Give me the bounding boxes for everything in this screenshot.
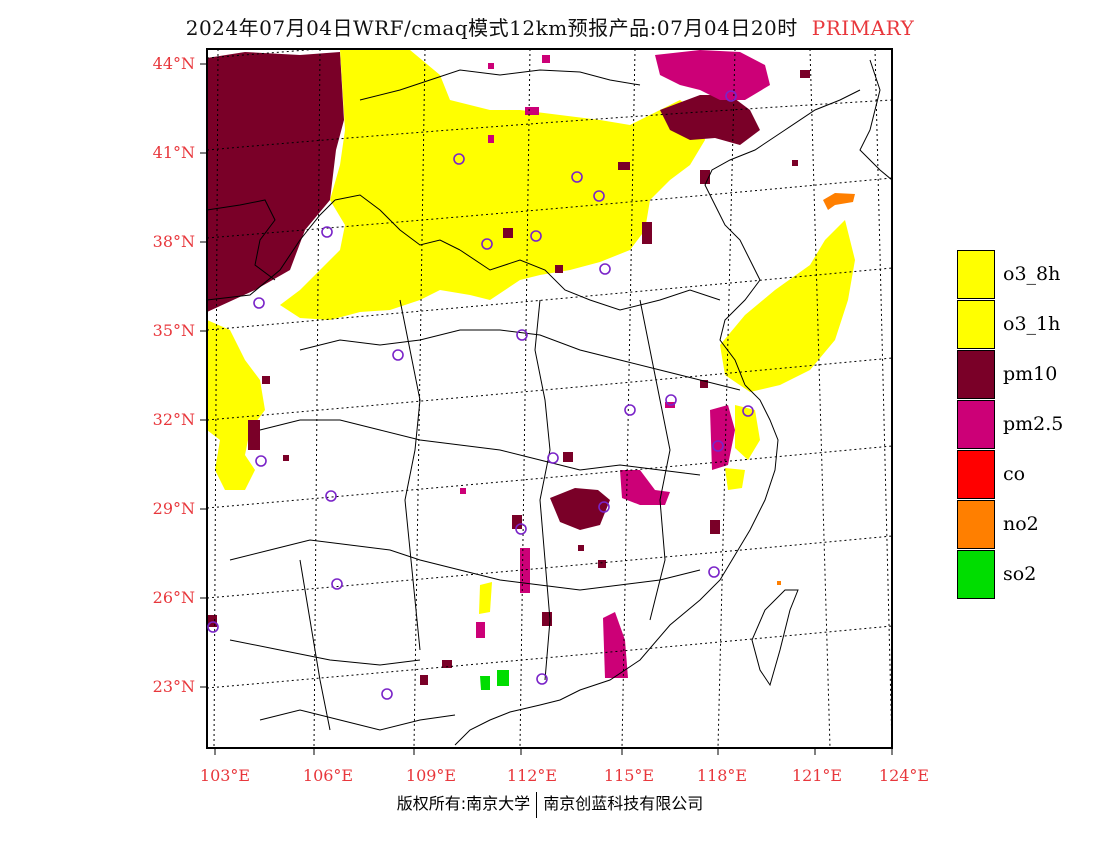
lat-label-26n: 26°N (152, 588, 195, 607)
pm10-region-northwest (207, 52, 344, 312)
station-marker (325, 490, 337, 502)
o3-patch-south (479, 582, 492, 614)
station-marker (593, 190, 605, 202)
station-marker (331, 578, 343, 590)
pm25-patch-guangxi (476, 622, 485, 638)
pm25-region-guangdong (603, 612, 628, 678)
lat-label-32n: 32°N (152, 410, 195, 429)
map-title: 2024年07月04日WRF/cmaq模式12km预报产品:07月04日20时 P… (0, 12, 1100, 41)
station-marker (515, 523, 527, 535)
station-marker (712, 440, 724, 452)
lon-label-106e: 106°E (302, 766, 354, 785)
legend-swatch (957, 399, 995, 449)
lon-label-124e: 124°E (878, 766, 930, 785)
station-marker (536, 673, 548, 685)
lat-label-23n: 23°N (152, 677, 195, 696)
legend-swatch (957, 249, 995, 299)
legend-item: no2 (957, 499, 1087, 549)
legend-label: pm10 (1003, 363, 1058, 385)
legend-swatch (957, 549, 995, 599)
lon-label-109e: 109°E (405, 766, 457, 785)
station-marker (453, 153, 465, 165)
pollutant-legend: o3_8h o3_1h pm10 pm2.5 co no2 so2 (957, 249, 1087, 599)
station-marker (207, 621, 219, 633)
o3-patch-fujian (725, 468, 745, 490)
station-marker (547, 452, 559, 464)
primary-tag: PRIMARY (811, 16, 915, 40)
legend-label: so2 (1003, 563, 1037, 585)
o3-region-west (207, 320, 265, 490)
station-marker (624, 404, 636, 416)
legend-label: co (1003, 463, 1026, 485)
pm10-region-central (550, 488, 610, 530)
station-marker (381, 688, 393, 700)
o3-region-east (720, 220, 855, 392)
station-marker (481, 238, 493, 250)
legend-item: so2 (957, 549, 1087, 599)
station-marker (599, 263, 611, 275)
station-marker (598, 501, 610, 513)
lon-label-112e: 112°E (506, 766, 558, 785)
no2-speck-taiwan-strait (777, 581, 781, 585)
legend-label: no2 (1003, 513, 1039, 535)
station-marker (571, 171, 583, 183)
axis-ticks (200, 63, 893, 755)
pm-specks (207, 55, 810, 685)
legend-label: pm2.5 (1003, 413, 1064, 435)
legend-item: pm10 (957, 349, 1087, 399)
no2-region-bohai (823, 193, 855, 210)
legend-item: o3_8h (957, 249, 1087, 299)
lat-label-35n: 35°N (152, 321, 195, 340)
station-marker (665, 394, 677, 406)
legend-item: co (957, 449, 1087, 499)
o3-region-north (280, 50, 705, 320)
pm25-region-anhui (710, 405, 735, 470)
lon-label-103e: 103°E (199, 766, 251, 785)
footer-divider (536, 791, 538, 818)
lat-label-38n: 38°N (152, 232, 195, 251)
station-marker (253, 297, 265, 309)
station-marker (392, 349, 404, 361)
legend-swatch (957, 499, 995, 549)
lat-label-29n: 29°N (152, 499, 195, 518)
pm25-region-northeast (655, 50, 770, 100)
legend-swatch (957, 449, 995, 499)
legend-label: o3_1h (1003, 313, 1061, 335)
lat-label-44n: 44°N (152, 54, 195, 73)
so2-region-guangdong (480, 670, 509, 690)
lat-label-41n: 41°N (152, 143, 195, 162)
legend-item: o3_1h (957, 299, 1087, 349)
boundaries (207, 59, 892, 746)
legend-swatch (957, 349, 995, 399)
station-marker (708, 566, 720, 578)
station-marker (516, 329, 528, 341)
station-marker (255, 455, 267, 467)
station-marker (742, 405, 754, 417)
station-markers (207, 90, 754, 700)
station-marker (321, 226, 333, 238)
lon-label-121e: 121°E (791, 766, 843, 785)
o3-patch-lower-yangtze (735, 405, 760, 460)
title-text: 2024年07月04日WRF/cmaq模式12km预报产品:07月04日20时 (185, 16, 798, 40)
legend-swatch (957, 299, 995, 349)
lon-label-118e: 118°E (696, 766, 748, 785)
pm25-region-jiangxi (620, 470, 670, 505)
copyright-owner: 版权所有:南京大学 (396, 794, 531, 813)
copyright-company: 南京创蓝科技有限公司 (543, 794, 704, 813)
pm10-region-northeast (660, 95, 760, 145)
pm25-patch-hunan (520, 548, 530, 593)
copyright-footer: 版权所有:南京大学 南京创蓝科技有限公司 (0, 790, 1100, 818)
graticule (207, 49, 892, 748)
map-frame (206, 48, 893, 749)
legend-item: pm2.5 (957, 399, 1087, 449)
legend-label: o3_8h (1003, 263, 1061, 285)
lon-label-115e: 115°E (603, 766, 655, 785)
station-marker (530, 230, 542, 242)
station-marker (725, 90, 737, 102)
